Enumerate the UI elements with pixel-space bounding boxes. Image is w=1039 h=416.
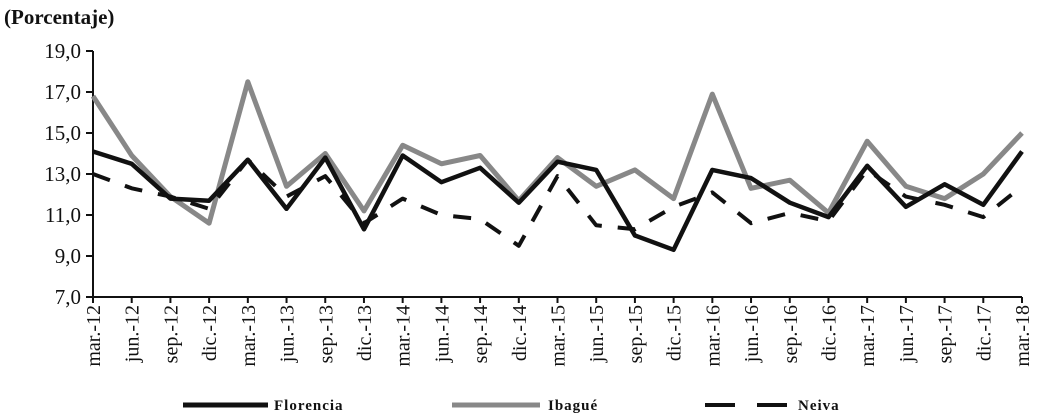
x-tick-label: jun.-17 (896, 305, 918, 363)
x-tick-label: dic.-17 (973, 305, 995, 361)
x-tick-label: dic.-14 (509, 305, 531, 361)
x-tick-label: sep.-17 (935, 305, 957, 363)
legend-label-ibague: Ibagué (548, 398, 598, 414)
y-tick-label: 9,0 (55, 244, 81, 268)
y-tick-label: 17,0 (44, 80, 81, 104)
y-tick-label: 11,0 (45, 203, 81, 227)
x-tick-label: sep.-14 (470, 305, 492, 363)
y-tick-labels: 19,0 17,0 15,0 13,0 11,0 9,0 7,0 (44, 39, 93, 309)
x-tick-label: jun.-16 (741, 305, 763, 363)
x-tick-label: jun.-14 (431, 305, 453, 363)
x-tick-label: sep.-12 (160, 305, 182, 363)
x-tick-label: sep.-13 (315, 305, 337, 363)
x-tick-labels: mar.-12 jun.-12 sep.-12 dic.-12 mar.-13 jun.-… (83, 297, 1034, 367)
x-tick-label: jun.-15 (586, 305, 608, 363)
legend-label-florencia: Florencia (274, 398, 344, 414)
y-tick-label: 15,0 (44, 121, 81, 145)
x-tick-label: dic.-16 (818, 305, 840, 361)
series-lines (90, 79, 1024, 253)
x-tick-label: mar.-14 (393, 305, 415, 367)
x-tick-label: mar.-16 (702, 305, 724, 367)
series-line-florencia (92, 149, 1024, 253)
x-tick-label: jun.-12 (122, 305, 144, 363)
x-tick-label: sep.-15 (625, 305, 647, 363)
y-axis-unit-label: (Porcentaje) (4, 5, 114, 29)
x-tick-label: mar.-15 (548, 305, 570, 367)
x-tick-label: sep.-16 (780, 305, 802, 363)
x-tick-label: mar.-17 (857, 305, 879, 367)
y-tick-label: 13,0 (44, 162, 81, 186)
x-tick-label: dic.-12 (199, 305, 221, 361)
x-tick-label: dic.-13 (354, 305, 376, 361)
y-tick-label: 7,0 (55, 285, 81, 309)
series-line-neiva (92, 157, 1024, 248)
x-tick-label: mar.-12 (83, 305, 105, 367)
series-line-ibague (90, 79, 1024, 226)
y-tick-label: 19,0 (44, 39, 81, 63)
legend: Florencia Ibagué Neiva (183, 398, 840, 414)
x-tick-label: dic.-15 (664, 305, 686, 361)
x-tick-label: jun.-13 (277, 305, 299, 363)
x-tick-label: mar.-18 (1012, 305, 1034, 367)
x-tick-label: mar.-13 (238, 305, 260, 367)
legend-label-neiva: Neiva (798, 398, 840, 414)
